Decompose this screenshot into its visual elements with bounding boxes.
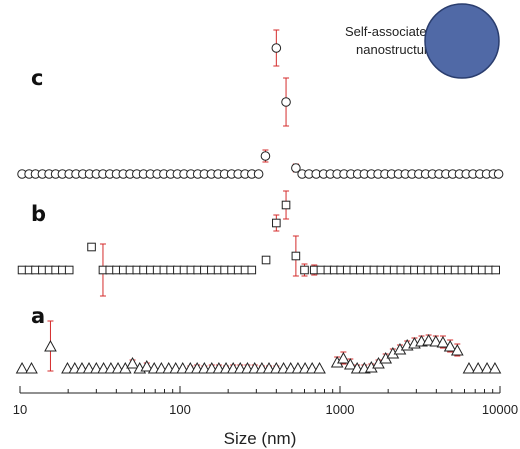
panel-labels: c b a [31,66,46,328]
data-point-a [337,351,350,364]
data-point-a [471,361,485,374]
data-point-a [450,343,464,356]
data-point-a [422,333,435,346]
data-point-a [443,339,457,352]
x-tick-label: 100 [169,402,191,417]
x-axis-tick-labels: 10 100 1000 10000 [13,402,518,417]
x-tick-label: 1000 [326,402,355,417]
data-point-b [491,265,501,275]
data-point-b [247,265,257,275]
x-axis-label: Size (nm) [224,429,297,448]
x-tick-label: 10 [13,402,27,417]
data-point-a [488,361,502,374]
x-axis-ticks [19,386,501,393]
data-point-a [25,361,38,374]
data-point-b [64,265,74,275]
data-point-c [271,43,282,53]
data-point-b [87,242,96,252]
data-point-b [17,265,27,275]
panel-label-b: b [31,202,46,226]
data-point-a [462,361,476,374]
x-tick-label: 10000 [482,402,518,417]
panel-label-c: c [31,66,43,90]
data-point-b [261,255,271,265]
data-point-a [176,361,190,374]
data-point-b [272,218,281,228]
data-point-b [300,265,309,275]
data-point-a [480,361,494,374]
data-point-b [200,265,209,275]
nanostructure-annotation: Self-associated nanostructure [345,3,500,79]
annotation-line-1: Self-associated [345,24,434,39]
data-point-c [253,169,264,179]
annotation-line-2: nanostructure [356,42,436,57]
panel-label-a: a [31,304,45,328]
nanostructure-sphere-icon [424,3,500,79]
data-markers [15,43,504,374]
data-point-a [44,339,57,352]
data-point-a [313,361,326,374]
data-point-a [15,361,29,374]
data-point-c [281,97,291,107]
data-point-a [126,356,139,369]
data-point-a [436,335,450,348]
data-point-b [281,200,291,210]
data-point-a [343,357,357,370]
error-bars [47,29,461,372]
data-point-a [429,334,443,347]
data-point-b [291,251,301,261]
data-point-c [493,169,504,179]
plot-area [15,29,504,374]
data-point-a [140,359,154,372]
data-point-c [260,151,271,161]
data-point-c [291,163,301,173]
